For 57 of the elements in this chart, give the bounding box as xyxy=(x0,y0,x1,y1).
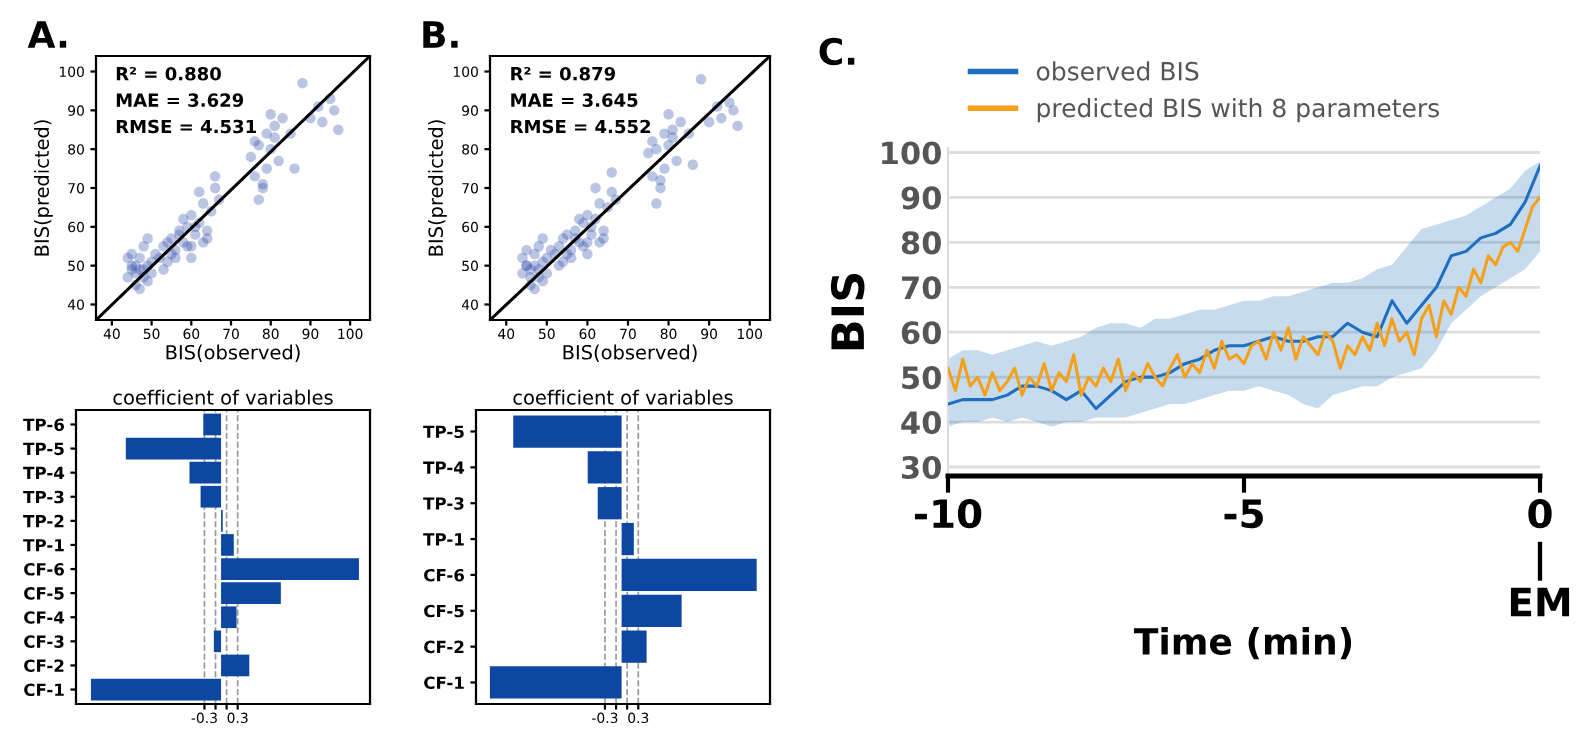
y-tick-label: TP-5 xyxy=(23,442,64,456)
x-tick-label: -10 xyxy=(914,498,982,529)
y-tick-label: 70 xyxy=(901,276,941,300)
y-tick-label: CF-4 xyxy=(24,611,65,624)
y-tick-label: TP-1 xyxy=(23,539,64,552)
y-tick-label: 30 xyxy=(901,455,941,480)
y-tick-label: TP-2 xyxy=(23,514,64,528)
bar xyxy=(621,558,757,592)
y-tick-label: CF-1 xyxy=(424,676,464,690)
x-axis-title: BIS(observed) xyxy=(563,344,697,362)
y-tick-label: 100 xyxy=(882,141,941,165)
y-tick-label: 90 xyxy=(901,186,941,210)
y-tick-label: CF-5 xyxy=(24,587,64,600)
bar xyxy=(489,666,622,699)
line-series xyxy=(948,195,1540,397)
chart-title: C. xyxy=(819,37,855,66)
annotation: RMSE = 4.552 xyxy=(511,119,651,134)
y-tick-label: TP-3 xyxy=(23,490,64,504)
annotation: MAE = 3.645 xyxy=(511,93,638,107)
y-tick-label: 40 xyxy=(901,411,941,435)
y-tick-label: CF-6 xyxy=(424,568,464,582)
annotation: RMSE = 4.531 xyxy=(116,119,256,134)
y-tick-label: TP-5 xyxy=(423,425,464,439)
chart-title: B. xyxy=(423,21,458,48)
y-axis-title: BIS xyxy=(830,274,865,350)
y-tick-label: CF-2 xyxy=(24,659,64,673)
y-tick-label: TP-4 xyxy=(423,461,465,474)
y-axis-title: BIS(predicted) xyxy=(428,120,447,256)
legend-label: predicted BIS with 8 parameters xyxy=(1037,98,1439,123)
y-tick-label: TP-3 xyxy=(423,497,464,510)
y-tick-label: CF-5 xyxy=(424,604,464,618)
x-axis-title: Time (min) xyxy=(1133,627,1352,660)
y-tick-label: CF-2 xyxy=(424,640,464,654)
y-tick-label: CF-1 xyxy=(24,683,64,697)
chart-title: coefficient of variables xyxy=(113,389,333,405)
y-tick-label: TP-4 xyxy=(23,466,65,479)
legend-label: observed BIS xyxy=(1036,61,1199,81)
y-tick-label: TP-6 xyxy=(23,418,64,432)
x-tick-label: 0 | EM xyxy=(1510,498,1570,617)
bar xyxy=(90,678,222,701)
bar xyxy=(213,630,222,653)
y-tick-label: 80 xyxy=(901,231,941,255)
bar xyxy=(621,522,634,556)
x-tick-label: -5 xyxy=(1224,499,1263,529)
bar xyxy=(597,487,622,520)
annotation: R² = 0.880 xyxy=(116,66,221,81)
annotation: R² = 0.879 xyxy=(511,66,616,81)
y-tick-label: 50 xyxy=(902,366,941,390)
annotation: MAE = 3.629 xyxy=(116,93,244,107)
chart-title: coefficient of variables xyxy=(513,389,733,405)
y-tick-label: CF-3 xyxy=(24,635,64,648)
chart-title: A. xyxy=(27,21,67,48)
y-tick-label: TP-1 xyxy=(423,533,464,546)
x-axis-title: BIS(observed) xyxy=(166,344,300,362)
y-axis-title: BIS(predicted) xyxy=(34,120,53,256)
y-tick-label: CF-6 xyxy=(24,563,64,576)
bar xyxy=(221,654,250,677)
